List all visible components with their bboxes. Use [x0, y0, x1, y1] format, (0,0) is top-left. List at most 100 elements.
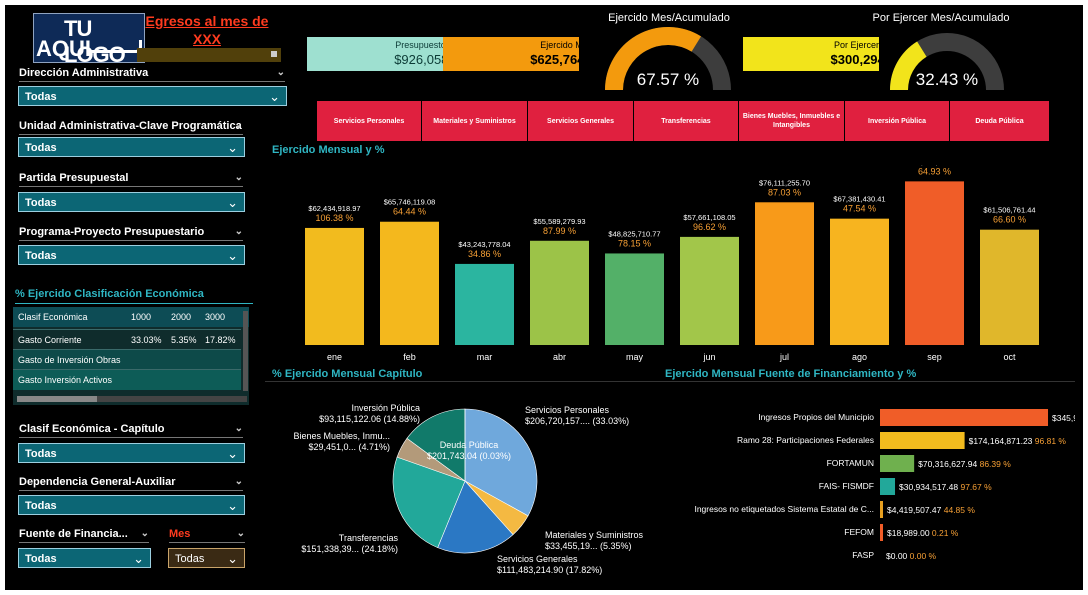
slicer-programa-dropdown[interactable]: Todas ⌄ — [18, 245, 245, 265]
bar-value-label: $65,746,119.08 — [384, 198, 436, 207]
fin-bar-label: $0.00 0.00 % — [886, 551, 937, 561]
clasif-table: Clasif Económica 1000 2000 3000 Gasto Co… — [13, 307, 249, 405]
column-header[interactable]: 3000 — [205, 312, 226, 322]
x-tick-label: jul — [779, 352, 789, 362]
button-inversion-publica[interactable]: Inversión Pública — [845, 101, 950, 141]
pie-slice-value: $33,455,19... (5.35%) — [545, 541, 632, 551]
chevron-down-icon[interactable]: ⌄ — [276, 67, 285, 78]
fin-value-label: $70,316,627.94 — [918, 459, 979, 469]
x-tick-label: jun — [702, 352, 715, 362]
table-cell: 17.82% — [205, 335, 236, 345]
bar-pct-label: 87.03 % — [768, 187, 801, 197]
bar-pct-label: 96.62 % — [693, 222, 726, 232]
chevron-down-icon[interactable]: ⌄ — [140, 528, 149, 539]
slicer-label-text: Dependencia General-Auxiliar — [19, 476, 176, 488]
chevron-down-icon[interactable]: ⌄ — [234, 476, 243, 487]
title-scrollbar[interactable] — [137, 48, 281, 62]
capitulo-pie-chart: Servicios Personales$206,720,157.... (33… — [293, 403, 643, 575]
slicer-label-text: Mes — [169, 528, 191, 540]
table-row[interactable]: Gasto de Inversión Obras — [13, 349, 241, 370]
vertical-scrollbar[interactable] — [243, 311, 248, 391]
slicer-partida-dropdown[interactable]: Todas ⌄ — [18, 192, 245, 212]
fin-value-label: $4,419,507.47 — [887, 505, 944, 515]
slicer-label-text: Programa-Proyecto Presupuestario — [19, 226, 205, 238]
pie-slice — [406, 408, 466, 482]
kpi-label: Presupuesto Mes/Acum — [395, 40, 491, 50]
bar-value-label: $57,661,108.05 — [683, 213, 735, 222]
slicer-capitulo-dropdown[interactable]: Todas ⌄ — [18, 443, 245, 463]
chevron-down-icon[interactable]: ⌄ — [234, 172, 243, 183]
bar-value-label: $43,243,778.04 — [458, 240, 510, 249]
x-tick-label: mar — [477, 352, 493, 362]
x-tick-label: abr — [553, 352, 566, 362]
x-tick-label: oct — [1003, 352, 1016, 362]
bar-pct-label: 78.15 % — [618, 238, 651, 248]
bar-pct-label: 106.38 % — [315, 213, 353, 223]
bar-abr — [530, 240, 589, 345]
kpi-presupuesto: Presupuesto Mes/Acum $926,058,976.53 — [307, 37, 492, 71]
row-label: Gasto Inversión Activos — [18, 375, 113, 385]
gauge-value: 32.43 % — [916, 70, 978, 89]
chevron-down-icon: ⌄ — [133, 551, 144, 566]
bar-jul — [755, 202, 814, 345]
fin-pct-label: 96.81 % — [1035, 436, 1067, 446]
column-header[interactable]: Clasif Económica — [18, 312, 88, 322]
chevron-down-icon[interactable]: ⌄ — [236, 528, 245, 539]
bar-value-label: $76,111,255.70 — [759, 178, 810, 187]
kpi-label: Por Ejercer Mes/Acum — [833, 40, 925, 50]
pie-slice-value: $111,483,214.90 (17.82%) — [497, 565, 602, 575]
kpi-value: $625,764,859.10 — [530, 52, 628, 67]
gauge-ejercido: 67.57 % — [605, 27, 731, 91]
button-servicios-generales[interactable]: Servicios Generales — [528, 101, 634, 141]
fin-bar — [880, 501, 883, 518]
button-bienes-muebles[interactable]: Bienes Muebles, Inmuebles e Intangibles — [739, 101, 845, 141]
slicer-direccion-dropdown[interactable]: Todas ⌄ — [18, 86, 287, 106]
slicer-label-partida: Partida Presupuestal ⌄ — [19, 172, 243, 187]
gauge-ejercido-title: Ejercido Mes/Acumulado — [608, 12, 730, 24]
divider — [265, 381, 1075, 382]
slicer-fuente-dropdown[interactable]: Todas ⌄ — [18, 548, 151, 568]
column-header[interactable]: 2000 — [171, 312, 192, 322]
scroll-handle-icon[interactable] — [271, 51, 277, 57]
x-tick-label: ago — [852, 352, 867, 362]
bar-may — [605, 253, 664, 345]
chevron-down-icon[interactable]: ⌄ — [234, 226, 243, 237]
bar-pct-label: 34.86 % — [468, 249, 501, 259]
slicer-label-dependencia: Dependencia General-Auxiliar ⌄ — [19, 476, 243, 491]
fin-value-label: $0.00 — [886, 551, 910, 561]
pie-slice-label: Inversión Pública — [351, 403, 420, 413]
table-row[interactable]: Gasto Corriente 33.03% 5.35% 17.82% — [13, 329, 241, 350]
pie-slice-value: $93,115,122.06 (14.88%) — [319, 414, 420, 424]
column-header[interactable]: 1000 — [131, 312, 152, 322]
table-row[interactable]: Gasto Inversión Activos — [13, 369, 241, 390]
button-materiales-suministros[interactable]: Materiales y Suministros — [422, 101, 528, 141]
bar-pct-label: 64.44 % — [393, 207, 426, 217]
table-header: Clasif Económica 1000 2000 3000 — [13, 307, 249, 327]
button-servicios-personales[interactable]: Servicios Personales — [317, 101, 422, 141]
kpi-label: Ejercido Mes/Acum — [540, 40, 618, 50]
chevron-down-icon[interactable]: ⌄ — [234, 120, 243, 131]
fin-bar — [880, 432, 965, 449]
slicer-unidad-dropdown[interactable]: Todas ⌄ — [18, 137, 245, 157]
horizontal-scrollbar[interactable] — [17, 396, 247, 402]
button-deuda-publica[interactable]: Deuda Pública — [950, 101, 1050, 141]
fin-value-label: $174,164,871.23 — [969, 436, 1035, 446]
fin-category-label: Ingresos Propios del Municipio — [758, 412, 874, 422]
gauge-fill — [605, 27, 702, 91]
bar-value-label: $87,264,496.71 — [908, 165, 960, 166]
logo-text-line1: TU LOGO — [64, 16, 126, 67]
slicer-dependencia-dropdown[interactable]: Todas ⌄ — [18, 495, 245, 515]
slicer-mes-dropdown[interactable]: Todas ⌄ — [168, 548, 245, 568]
bar-value-label: $67,381,430.41 — [833, 195, 885, 204]
fin-category-label: FASP — [852, 550, 874, 560]
fin-bar-label: $4,419,507.47 44.85 % — [887, 505, 975, 515]
chevron-down-icon[interactable]: ⌄ — [234, 423, 243, 434]
slicer-label-fuente: Fuente de Financia... ⌄ — [19, 528, 149, 543]
button-transferencias[interactable]: Transferencias — [634, 101, 739, 141]
slicer-label-direccion: Dirección Administrativa ⌄ — [19, 67, 285, 82]
fin-pct-label: 86.39 % — [980, 459, 1012, 469]
pie-slice-label: Servicios Generales — [497, 554, 578, 564]
chevron-down-icon: ⌄ — [227, 551, 238, 566]
bar-value-label: $48,825,710.77 — [608, 229, 660, 238]
